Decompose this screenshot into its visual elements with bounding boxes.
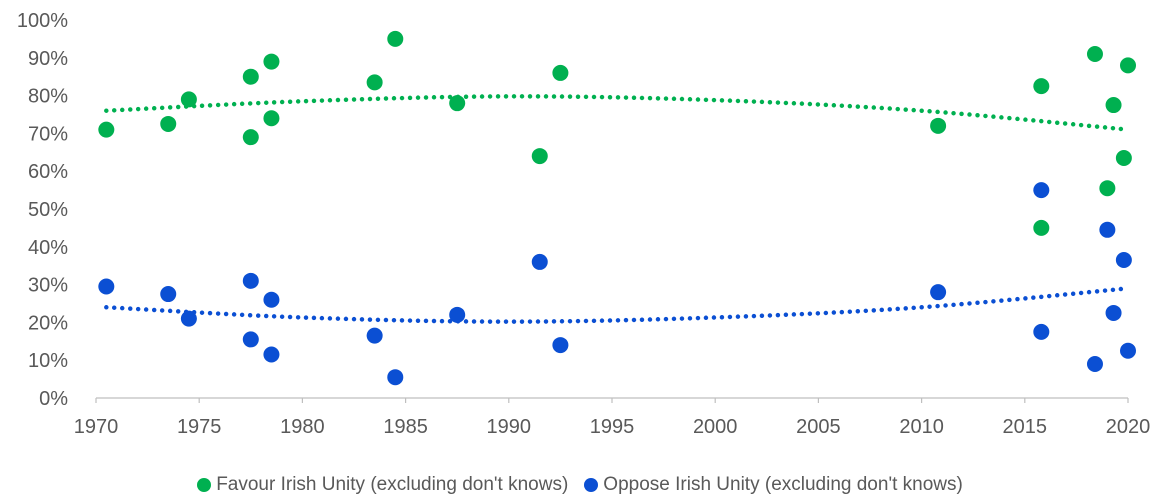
y-tick-label: 20% bbox=[28, 312, 68, 334]
legend-item-favour: Favour Irish Unity (excluding don't know… bbox=[197, 474, 568, 496]
data-point-oppose bbox=[160, 286, 177, 303]
data-point-favour bbox=[930, 117, 947, 134]
legend-marker-favour bbox=[197, 478, 212, 492]
data-point-favour bbox=[1033, 78, 1050, 95]
y-tick-label: 0% bbox=[39, 388, 68, 410]
data-point-oppose bbox=[1033, 182, 1050, 199]
data-point-oppose bbox=[1086, 355, 1103, 372]
data-point-favour bbox=[242, 68, 259, 85]
data-point-oppose bbox=[930, 284, 947, 301]
data-point-oppose bbox=[263, 291, 280, 308]
data-point-oppose bbox=[552, 337, 569, 354]
y-axis: 0% 10% 20% 30% 40% 50% 60% 70% 80% 90% 100% bbox=[17, 10, 68, 410]
x-tick-label: 1975 bbox=[177, 416, 222, 438]
data-point-oppose bbox=[263, 346, 280, 363]
y-tick-label: 30% bbox=[28, 275, 68, 297]
x-tick-label: 1970 bbox=[74, 416, 119, 438]
y-tick-label: 40% bbox=[28, 237, 68, 259]
trendlines bbox=[104, 94, 1131, 324]
data-point-oppose bbox=[387, 369, 404, 386]
y-tick-label: 80% bbox=[28, 86, 68, 108]
legend-marker-oppose bbox=[584, 478, 599, 492]
data-point-oppose bbox=[1105, 304, 1122, 321]
data-point-favour bbox=[1033, 219, 1050, 236]
x-axis: 1970 1975 1980 1985 1990 1995 2000 2005 2010 2015… bbox=[74, 397, 1151, 438]
data-point-favour bbox=[1115, 149, 1132, 166]
legend: Favour Irish Unity (excluding don't know… bbox=[0, 474, 1160, 496]
data-point-oppose bbox=[366, 327, 383, 344]
data-point-favour bbox=[552, 64, 569, 81]
data-point-favour bbox=[531, 148, 548, 165]
x-tick-label: 2010 bbox=[899, 416, 944, 438]
data-point-favour bbox=[366, 74, 383, 91]
data-point-oppose bbox=[242, 331, 259, 348]
data-point-favour bbox=[387, 30, 404, 47]
data-point-favour bbox=[1120, 57, 1136, 74]
data-point-favour bbox=[449, 95, 466, 112]
data-points bbox=[98, 30, 1136, 386]
x-tick-label: 1995 bbox=[590, 416, 635, 438]
data-point-oppose bbox=[1120, 342, 1136, 359]
legend-label-favour: Favour Irish Unity (excluding don't know… bbox=[216, 474, 569, 495]
data-point-favour bbox=[242, 129, 259, 146]
data-point-oppose bbox=[1033, 323, 1050, 340]
legend-label-oppose: Oppose Irish Unity (excluding don't know… bbox=[603, 474, 963, 495]
data-point-oppose bbox=[180, 310, 197, 327]
x-tick-label: 1990 bbox=[487, 416, 532, 438]
data-point-oppose bbox=[531, 253, 548, 270]
data-point-favour bbox=[1099, 180, 1116, 197]
data-point-favour bbox=[98, 121, 115, 138]
x-tick-label: 1980 bbox=[280, 416, 325, 438]
data-point-favour bbox=[263, 110, 280, 127]
data-point-oppose bbox=[449, 306, 466, 323]
x-tick-label: 2020 bbox=[1106, 416, 1151, 438]
data-point-oppose bbox=[242, 272, 259, 289]
x-tick-label: 2000 bbox=[693, 416, 738, 438]
y-tick-label: 50% bbox=[28, 199, 68, 221]
y-tick-label: 70% bbox=[28, 123, 68, 145]
scatter-chart: 0%10%20%30%40%50%60%70%80%90%100% 1970 19… bbox=[17, 10, 1151, 438]
y-tick-label: 10% bbox=[28, 350, 68, 372]
x-tick-label: 2005 bbox=[796, 416, 841, 438]
data-point-oppose bbox=[1115, 252, 1132, 269]
data-point-favour bbox=[180, 91, 197, 108]
y-tick-label: 100% bbox=[17, 10, 68, 32]
trendline-favour bbox=[104, 94, 1131, 132]
data-point-favour bbox=[1086, 46, 1103, 63]
y-tick-label: 90% bbox=[28, 48, 68, 70]
y-tick-label: 60% bbox=[28, 161, 68, 183]
x-tick-label: 2015 bbox=[1003, 416, 1048, 438]
data-point-favour bbox=[263, 53, 280, 70]
trendline-oppose bbox=[104, 286, 1131, 324]
data-point-favour bbox=[1105, 97, 1122, 114]
legend-item-oppose: Oppose Irish Unity (excluding don't know… bbox=[584, 474, 963, 496]
data-point-favour bbox=[160, 115, 177, 132]
x-tick-label: 1985 bbox=[383, 416, 428, 438]
data-point-oppose bbox=[98, 278, 115, 295]
data-point-oppose bbox=[1099, 221, 1116, 238]
